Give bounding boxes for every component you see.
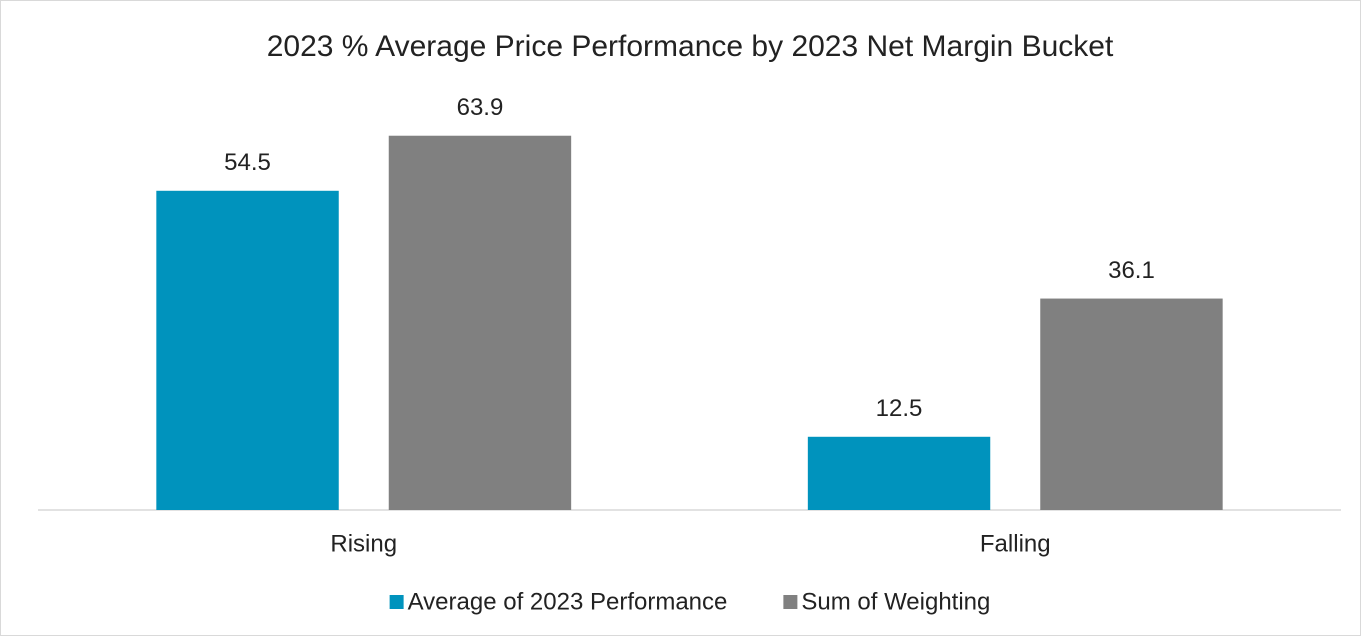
legend-swatch	[783, 595, 798, 609]
value-label: 36.1	[1108, 257, 1155, 284]
legend-label: Sum of Weighting	[801, 588, 990, 615]
bar	[388, 135, 572, 510]
bar	[807, 436, 991, 510]
x-tick-label: Falling	[980, 530, 1051, 557]
legend-label: Average of 2023 Performance	[408, 588, 728, 615]
bar	[1040, 298, 1223, 510]
bar	[156, 190, 339, 511]
value-label: 12.5	[876, 395, 923, 422]
chart-title: 2023 % Average Price Performance by 2023…	[267, 30, 1114, 63]
x-tick-label: Rising	[330, 530, 397, 557]
legend-swatch	[389, 595, 404, 609]
value-label: 54.5	[224, 149, 271, 176]
value-label: 63.9	[457, 94, 504, 121]
